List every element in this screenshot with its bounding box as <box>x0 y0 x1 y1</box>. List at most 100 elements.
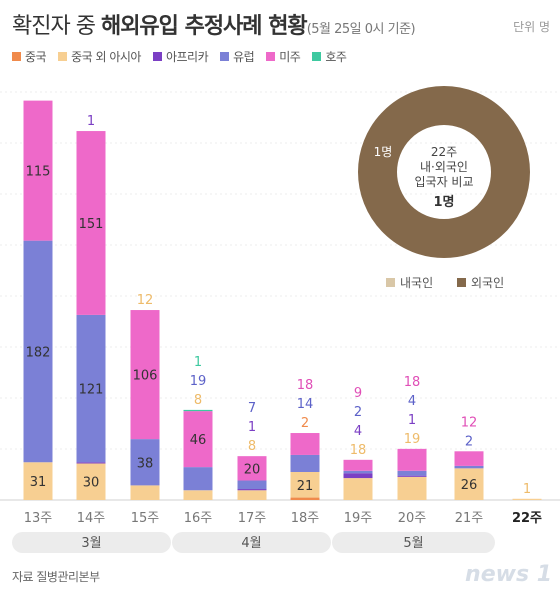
data-label-africa-1: 1 <box>87 114 95 129</box>
data-label-americas-4: 20 <box>244 462 261 477</box>
bar-china_ex_asia-3 <box>183 490 213 500</box>
bar-china_ex_asia-6 <box>343 478 373 500</box>
bar-americas-5 <box>290 433 320 455</box>
bar-europe-6 <box>343 470 373 474</box>
data-label-europe-8: 2 <box>465 434 473 449</box>
bar-americas-8 <box>454 451 484 466</box>
bar-china_ex_asia-8 <box>454 468 484 500</box>
x-tick-label-2: 15주 <box>131 511 160 526</box>
bar-oceania-3 <box>183 409 213 412</box>
month-pill-0 <box>12 532 171 553</box>
data-label-africa-6: 4 <box>354 424 362 439</box>
bar-china_ex_asia-9 <box>512 498 542 500</box>
data-label-americas-2: 106 <box>133 369 158 384</box>
bar-americas-4 <box>237 456 267 481</box>
source-note: 자료 질병관리본부 <box>12 570 100 584</box>
data-label-china_ex_asia-7: 19 <box>404 432 421 447</box>
donut-legend-label-foreign: 외국인 <box>471 276 504 290</box>
legend-swatch-china-ex-asia <box>58 52 68 61</box>
donut-center-text-0: 22주 <box>431 145 457 159</box>
legend-item-china: 중국 <box>12 48 47 65</box>
bar-china_ex_asia-2 <box>130 485 160 500</box>
data-label-china_ex_asia-8: 26 <box>461 478 478 493</box>
legend-label-europe: 유럽 <box>233 50 255 64</box>
x-tick-label-7: 20주 <box>398 511 427 526</box>
bar-americas-0 <box>23 100 53 241</box>
data-label-oceania-3: 1 <box>194 355 202 370</box>
x-tick-label-5: 18주 <box>291 511 320 526</box>
x-tick-label-8: 21주 <box>455 511 484 526</box>
data-label-china_ex_asia-3: 8 <box>194 393 202 408</box>
month-pill-1 <box>172 532 331 553</box>
data-label-americas-5: 18 <box>297 378 314 393</box>
legend-label-china: 중국 <box>25 50 47 64</box>
donut-center-text-2: 입국자 비교 <box>414 175 473 189</box>
bar-americas-2 <box>130 310 160 440</box>
donut-slice-label: 1명 <box>374 145 393 159</box>
bar-china-5 <box>290 497 320 500</box>
x-tick-label-0: 13주 <box>24 511 53 526</box>
data-label-europe-1: 121 <box>79 383 104 398</box>
data-label-americas-8: 12 <box>461 415 478 430</box>
month-label-1: 4월 <box>241 536 261 551</box>
title-prefix: 확진자 중 <box>12 14 101 39</box>
data-label-americas-1: 151 <box>79 217 104 232</box>
legend-label-oceania: 호주 <box>325 50 347 64</box>
bar-africa-7 <box>397 475 427 477</box>
legend: 중국 중국 외 아시아 아프리카 유럽 미주 호주 <box>12 48 347 65</box>
bar-africa-6 <box>343 473 373 479</box>
bar-africa-1 <box>76 462 106 464</box>
news1-logo: news 1 <box>465 562 552 587</box>
legend-item-americas: 미주 <box>266 48 301 65</box>
bar-americas-1 <box>76 131 106 315</box>
x-tick-label-1: 14주 <box>77 511 106 526</box>
bar-europe-8 <box>454 465 484 469</box>
donut-slice-foreign <box>358 86 530 258</box>
legend-label-china-ex-asia: 중국 외 아시아 <box>71 50 141 64</box>
title-date: (5월 25일 0시 기준) <box>306 22 416 37</box>
data-label-europe-5: 14 <box>297 397 314 412</box>
data-label-china_ex_asia-2: 12 <box>137 293 154 308</box>
bar-africa-4 <box>237 489 267 491</box>
legend-label-americas: 미주 <box>279 50 301 64</box>
data-label-china_ex_asia-0: 31 <box>30 475 47 490</box>
bar-europe-1 <box>76 314 106 463</box>
month-pill-2 <box>332 532 495 553</box>
legend-item-europe: 유럽 <box>220 48 255 65</box>
data-label-china_ex_asia-4: 8 <box>248 439 256 454</box>
bar-americas-3 <box>183 411 213 468</box>
bar-china_ex_asia-5 <box>290 471 320 498</box>
data-label-china_ex_asia-5: 21 <box>297 479 314 494</box>
title-main: 해외유입 추정사례 현황 <box>100 14 308 39</box>
data-label-americas-6: 9 <box>354 386 362 401</box>
data-label-africa-4: 1 <box>248 420 256 435</box>
donut-legend-swatch-foreign <box>457 278 466 287</box>
legend-label-africa: 아프리카 <box>165 50 209 64</box>
bar-europe-4 <box>237 480 267 490</box>
x-tick-label-6: 19주 <box>344 511 373 526</box>
donut-legend-label-domestic: 내국인 <box>400 276 433 290</box>
donut-legend-swatch-domestic <box>386 278 395 287</box>
data-label-europe-2: 38 <box>137 456 154 471</box>
data-label-china_ex_asia-1: 30 <box>83 476 100 491</box>
data-label-americas-7: 18 <box>404 375 421 390</box>
data-label-china_ex_asia-6: 18 <box>350 443 367 458</box>
data-label-china_ex_asia-9: 1 <box>523 482 531 497</box>
legend-item-africa: 아프리카 <box>152 48 209 65</box>
legend-item-china-ex-asia: 중국 외 아시아 <box>58 48 141 65</box>
legend-swatch-africa <box>152 52 162 61</box>
x-tick-label-4: 17주 <box>238 511 267 526</box>
donut-center-value: 1명 <box>433 194 454 210</box>
legend-swatch-oceania <box>312 52 322 61</box>
bar-europe-2 <box>130 439 160 486</box>
data-label-china-5: 2 <box>301 416 309 431</box>
bar-china_ex_asia-0 <box>23 462 53 500</box>
data-label-africa-7: 1 <box>408 413 416 428</box>
legend-swatch-china <box>12 52 21 61</box>
bar-china_ex_asia-4 <box>237 490 267 500</box>
bar-europe-0 <box>23 240 53 463</box>
bar-americas-7 <box>397 448 427 471</box>
x-tick-label-3: 16주 <box>184 511 213 526</box>
legend-swatch-europe <box>220 52 230 61</box>
